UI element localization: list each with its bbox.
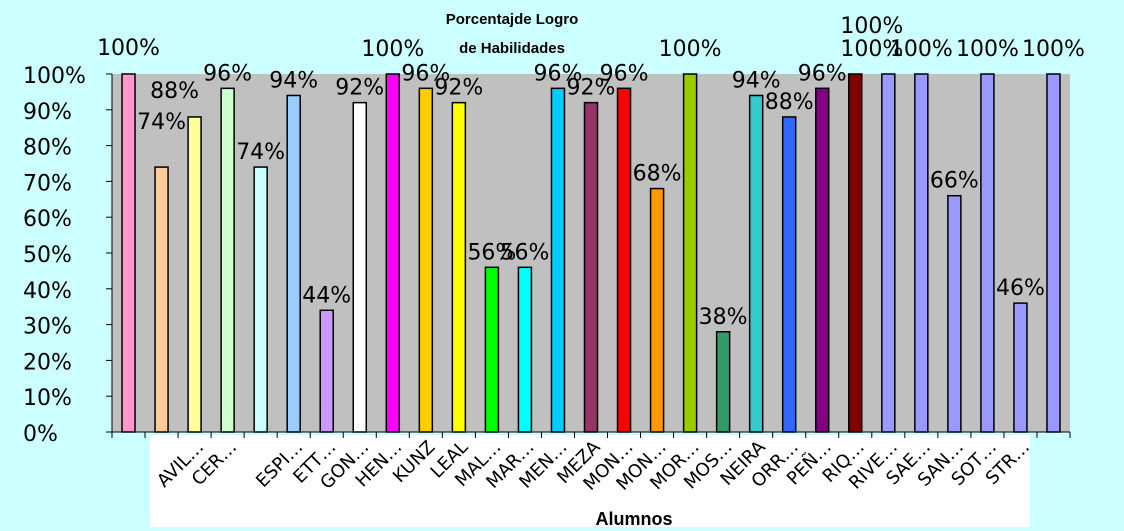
bar bbox=[649, 187, 665, 433]
data-label: 92% bbox=[567, 76, 616, 101]
bar bbox=[484, 266, 500, 433]
bar bbox=[583, 101, 599, 433]
bar bbox=[814, 87, 830, 433]
y-tick-label: 10% bbox=[23, 386, 72, 411]
bar bbox=[517, 266, 533, 433]
data-label: 96% bbox=[798, 61, 847, 86]
bar bbox=[451, 101, 467, 433]
bar bbox=[550, 87, 566, 433]
data-label: 100% bbox=[659, 37, 722, 62]
y-tick-label: 30% bbox=[23, 315, 72, 340]
y-tick-label: 80% bbox=[23, 136, 72, 161]
y-tick-label: 20% bbox=[23, 350, 72, 375]
bar bbox=[220, 87, 235, 433]
data-label: 44% bbox=[302, 283, 351, 308]
data-label: 100% bbox=[840, 37, 903, 62]
bar bbox=[418, 87, 434, 433]
y-tick-label: 90% bbox=[23, 100, 72, 125]
data-label: 100% bbox=[1022, 37, 1085, 62]
bar bbox=[121, 73, 136, 433]
y-tick-label: 0% bbox=[23, 422, 58, 447]
bar bbox=[947, 194, 962, 433]
data-label: 100% bbox=[97, 36, 160, 61]
bar bbox=[286, 94, 301, 433]
y-axis: 100% 90% 80% 70% 60% 50% 40% 30% 20% 10% 0% bbox=[23, 64, 113, 447]
data-label: 66% bbox=[930, 169, 979, 194]
data-label: 94% bbox=[732, 68, 781, 93]
bar bbox=[253, 166, 268, 433]
data-label: 96% bbox=[600, 61, 649, 86]
data-label: 56% bbox=[500, 240, 549, 265]
bar bbox=[748, 94, 764, 433]
bar bbox=[154, 166, 169, 433]
data-label: 100% bbox=[890, 37, 953, 62]
y-tick-label: 40% bbox=[23, 279, 72, 304]
data-label: 100% bbox=[956, 37, 1019, 62]
bar bbox=[319, 309, 334, 433]
data-labels: 100%74%88%96%74%94%44%92%100%96%92%56%56… bbox=[97, 14, 1085, 330]
data-label: 88% bbox=[765, 90, 814, 115]
data-label: 74% bbox=[236, 140, 285, 165]
bar bbox=[616, 87, 632, 433]
bar bbox=[980, 73, 995, 433]
data-label: 68% bbox=[633, 162, 682, 187]
x-axis-title: Alumnos bbox=[595, 509, 672, 529]
bar bbox=[781, 116, 797, 433]
bar bbox=[881, 73, 896, 433]
data-label: 94% bbox=[269, 68, 318, 93]
bar bbox=[385, 73, 401, 433]
bar bbox=[682, 73, 698, 433]
chart-title-line-2: de Habilidades bbox=[459, 40, 565, 57]
y-tick-label: 70% bbox=[23, 171, 72, 196]
data-label: 100% bbox=[361, 37, 424, 62]
data-label: 88% bbox=[150, 79, 199, 104]
bar bbox=[1013, 302, 1028, 433]
bar bbox=[848, 73, 863, 433]
data-label: 100% bbox=[840, 14, 903, 39]
bar bbox=[352, 101, 368, 433]
y-tick-label: 60% bbox=[23, 207, 72, 232]
data-label: 46% bbox=[996, 276, 1045, 301]
y-tick-label: 50% bbox=[23, 243, 72, 268]
data-label: 92% bbox=[434, 76, 483, 101]
data-label: 74% bbox=[137, 110, 186, 135]
x-axis-label-panel bbox=[150, 435, 1030, 527]
bar bbox=[187, 116, 202, 433]
data-label: 92% bbox=[335, 76, 384, 101]
chart-title-line-1: Porcentajde Logro bbox=[446, 11, 579, 28]
data-label: 96% bbox=[401, 61, 450, 86]
data-label: 56% bbox=[467, 240, 516, 265]
data-label: 96% bbox=[203, 61, 252, 86]
bar bbox=[1046, 73, 1061, 433]
y-tick-label: 100% bbox=[23, 64, 86, 89]
bar bbox=[715, 331, 731, 433]
data-label: 38% bbox=[699, 305, 748, 330]
bar bbox=[914, 73, 929, 433]
data-label: 96% bbox=[534, 61, 583, 86]
